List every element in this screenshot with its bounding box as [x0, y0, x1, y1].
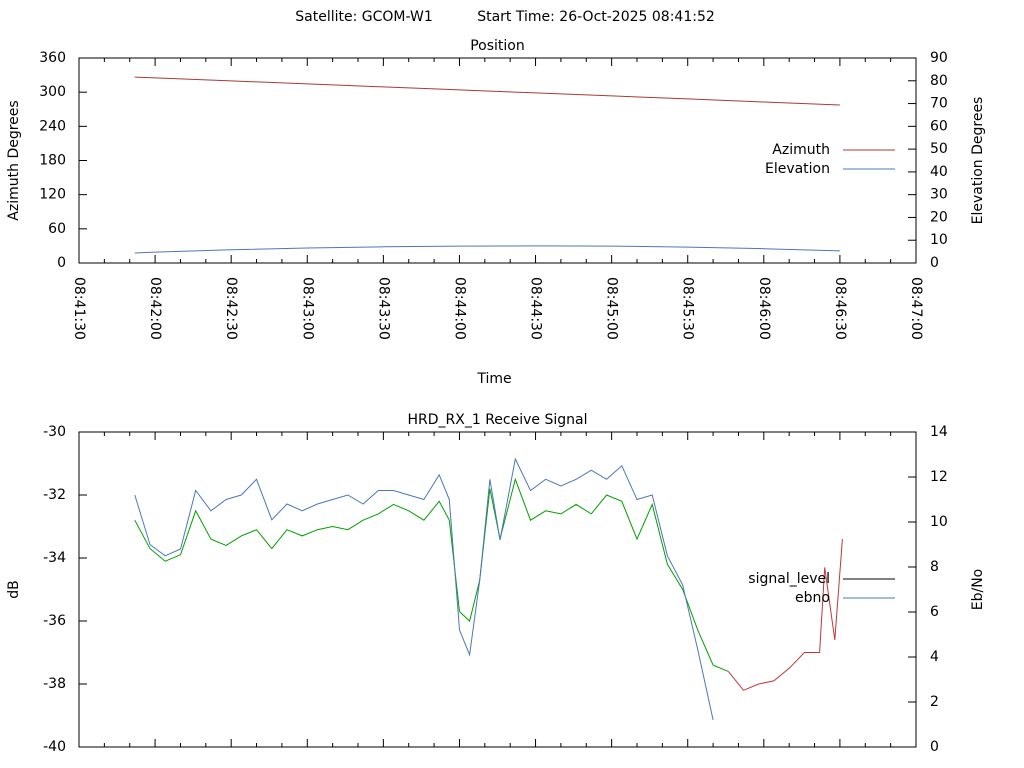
y-tick-label: 60: [48, 221, 66, 237]
y-tick-label: 0: [57, 255, 66, 271]
x-tick-label: 08:42:30: [223, 277, 239, 340]
x-tick-label: 08:46:30: [832, 277, 848, 340]
y2-tick-label: 20: [930, 209, 948, 225]
y2-tick-label: 4: [930, 649, 939, 665]
y2-tick-label: 6: [930, 604, 939, 620]
y2-tick-label: 0: [930, 255, 939, 271]
y-tick-label: -38: [43, 676, 66, 692]
y2-tick-label: 60: [930, 118, 948, 134]
y2-axis-title: Elevation Degrees: [970, 97, 986, 225]
legend-label: ebno: [795, 590, 830, 606]
chart-title: Position: [470, 38, 525, 54]
series-line: [727, 539, 843, 691]
y-tick-label: 180: [39, 153, 66, 169]
y2-tick-label: 40: [930, 164, 948, 180]
y-tick-label: 240: [39, 118, 66, 134]
x-tick-label: 08:42:00: [147, 277, 163, 340]
series-line: [134, 457, 714, 721]
legend-label: Azimuth: [772, 142, 830, 158]
y2-tick-label: 0: [930, 739, 939, 755]
x-tick-label: 08:44:00: [451, 277, 467, 340]
x-tick-label: 08:46:00: [756, 277, 772, 340]
x-axis-title: Time: [476, 371, 511, 387]
x-tick-label: 08:47:00: [908, 277, 924, 340]
legend-label: signal_level: [748, 571, 830, 587]
y-tick-label: -34: [43, 550, 66, 566]
satellite: Satellite: GCOM-W1: [295, 9, 432, 25]
chart-title: HRD_RX_1 Receive Signal: [408, 412, 588, 428]
x-tick-label: 08:41:30: [71, 277, 87, 340]
y2-tick-label: 10: [930, 232, 948, 248]
y-tick-label: -32: [43, 487, 66, 503]
legend-label: Elevation: [765, 161, 830, 177]
y2-tick-label: 12: [930, 469, 948, 485]
x-tick-label: 08:43:30: [375, 277, 391, 340]
y-axis-title: dB: [6, 580, 22, 599]
y2-tick-label: 14: [930, 424, 948, 440]
series-line: [134, 245, 840, 254]
start-time: Start Time: 26-Oct-2025 08:41:52: [477, 9, 715, 25]
series-line: [134, 76, 840, 106]
x-tick-label: 08:44:30: [528, 277, 544, 340]
x-tick-label: 08:45:30: [680, 277, 696, 340]
y-axis-title: Azimuth Degrees: [6, 100, 22, 220]
y2-tick-label: 30: [930, 187, 948, 203]
plot-border: [78, 431, 917, 748]
y-tick-label: -40: [43, 739, 66, 755]
y2-tick-label: 8: [930, 559, 939, 575]
x-tick-label: 08:43:00: [299, 277, 315, 340]
x-tick-label: 08:45:00: [604, 277, 620, 340]
y-tick-label: -36: [43, 613, 66, 629]
y2-axis-title: Eb/No: [970, 569, 986, 611]
y2-tick-label: 50: [930, 141, 948, 157]
series-line: [134, 477, 729, 672]
y2-tick-label: 10: [930, 514, 948, 530]
y-tick-label: 300: [39, 84, 66, 100]
y2-tick-label: 70: [930, 96, 948, 112]
y-tick-label: -30: [43, 424, 66, 440]
y2-tick-label: 90: [930, 50, 948, 66]
y2-tick-label: 80: [930, 73, 948, 89]
y-tick-label: 360: [39, 50, 66, 66]
y2-tick-label: 2: [930, 694, 939, 710]
y-tick-label: 120: [39, 187, 66, 203]
